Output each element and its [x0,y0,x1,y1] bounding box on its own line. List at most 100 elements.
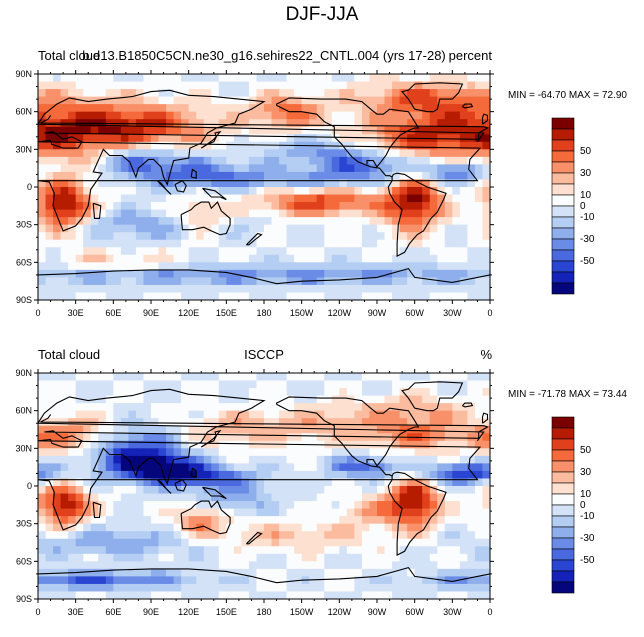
field-cell [211,292,220,300]
field-cell [399,403,408,412]
field-cell [181,561,190,570]
field-cell [459,232,468,241]
field-cell [467,111,476,120]
field-cell [135,553,145,562]
field-cell [75,247,84,256]
field-cell [452,568,461,577]
field-cell [407,284,416,294]
field-cell [83,568,92,577]
field-cell [90,284,99,294]
field-cell [203,568,212,577]
field-cell [166,149,175,158]
field-cell [399,395,408,404]
field-cell [279,463,288,472]
field-cell [467,156,476,165]
field-cell [218,531,227,540]
field-cell [166,232,175,241]
field-cell [309,171,318,181]
field-cell [98,583,107,593]
field-cell [414,74,423,83]
field-cell [346,156,355,165]
field-cell [467,247,476,256]
field-cell [53,486,62,495]
field-cell [53,89,62,98]
field-cell [459,388,468,397]
field-cell [399,224,408,233]
field-cell [45,531,54,540]
field-cell [482,568,490,577]
field-cell [211,568,220,577]
field-cell [75,425,84,434]
field-cell [90,508,99,517]
field-cell [226,418,235,427]
field-cell [128,576,137,585]
field-cell [414,149,423,158]
field-cell [135,410,145,419]
field-cell [75,538,84,547]
field-cell [248,591,258,599]
y-tick-label: 30S [16,519,32,529]
field-cell [339,156,348,165]
field-cell [135,277,145,286]
field-cell [158,217,167,226]
field-cell [422,179,431,188]
field-cell [53,576,62,585]
field-cell [143,583,152,593]
field-cell [437,591,446,599]
field-cell [377,388,386,397]
field-cell [128,179,137,188]
field-cell [218,179,227,188]
field-cell [128,583,137,593]
field-cell [166,531,175,540]
field-cell [248,89,258,98]
field-cell [279,164,288,173]
field-cell [105,455,114,464]
field-cell [90,232,99,241]
field-cell [226,478,235,487]
field-cell [90,224,99,233]
field-cell [324,410,333,419]
field-cell [422,164,431,173]
field-cell [324,156,333,165]
field-cell [83,247,92,256]
field-cell [482,546,490,555]
field-cell [384,262,393,271]
field-cell [301,418,310,427]
field-cell [346,546,355,555]
field-cell [361,134,371,143]
field-cell [196,448,205,457]
field-cell [158,254,167,263]
x-tick-label: 120E [178,607,199,617]
field-cell [248,119,258,128]
field-cell [203,538,212,547]
field-cell [377,395,386,404]
field-cell [166,111,175,120]
field-cell [233,179,242,188]
field-cell [68,388,77,397]
field-cell [331,224,340,233]
field-cell [151,74,160,83]
field-cell [324,187,333,196]
field-cell [151,493,160,502]
field-cell [241,531,250,540]
field-cell [98,561,107,570]
coastline [401,82,464,113]
field-cell [128,440,137,449]
field-cell [105,591,114,599]
field-cell [256,209,265,218]
field-cell [339,292,348,300]
field-cell [474,403,484,412]
field-cell [324,553,333,562]
field-cell [128,395,137,404]
field-cell [45,171,54,181]
field-cell [271,194,280,203]
field-cell [452,217,461,226]
field-cell [203,463,212,472]
field-cell [369,179,378,188]
field-cell [316,531,325,540]
field-cell [414,425,423,434]
field-cell [211,531,220,540]
field-cell [218,187,227,196]
field-cell [90,568,99,577]
field-cell [98,96,107,105]
